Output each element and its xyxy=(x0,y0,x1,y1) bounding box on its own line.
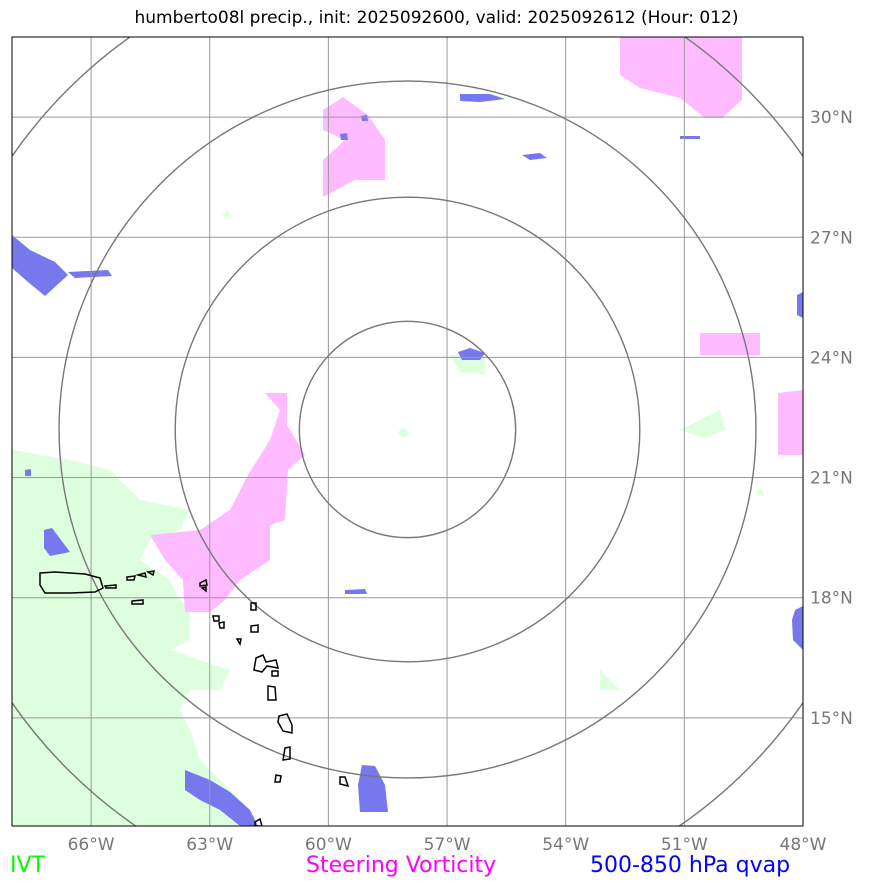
qvap-region-north-1 xyxy=(460,94,505,102)
graticule xyxy=(12,37,803,826)
qvap-region-mid xyxy=(345,589,367,594)
coastlines xyxy=(39,570,350,826)
qvap-region-north-2 xyxy=(522,153,547,160)
plot-frame xyxy=(11,36,804,827)
coast-barbados xyxy=(339,776,350,788)
qvap-region-east-1 xyxy=(797,292,803,318)
coast-virgin-islands-2 xyxy=(126,575,136,581)
qvap-speck-1 xyxy=(340,133,348,140)
longitude-label: 66°W xyxy=(68,835,115,855)
coast-st-kitts xyxy=(218,621,225,629)
longitude-label: 60°W xyxy=(305,835,352,855)
coast-st-vincent xyxy=(274,774,282,783)
latitude-label: 24°N xyxy=(810,348,853,368)
map-title: humberto08l precip., init: 2025092600, v… xyxy=(134,8,739,28)
coast-dominica xyxy=(267,685,277,701)
longitude-label: 63°W xyxy=(186,835,233,855)
longitude-label: 51°W xyxy=(661,835,708,855)
ivt-region-west xyxy=(12,450,255,826)
latitude-label: 27°N xyxy=(810,228,853,248)
qvap-speck-4 xyxy=(680,136,700,139)
coast-montserrat xyxy=(235,638,242,647)
ivt-speck-1 xyxy=(222,210,230,218)
coast-grenadines xyxy=(254,817,263,826)
latitude-label: 21°N xyxy=(810,469,853,489)
latitude-labels: 30°N 27°N 24°N 21°N 18°N 15°N xyxy=(810,108,853,729)
coast-virgin-islands-3 xyxy=(135,572,148,579)
coast-martinique xyxy=(277,713,293,734)
vort-region-east-1 xyxy=(700,333,760,355)
qvap-region-west-3 xyxy=(44,528,70,556)
coast-marie-galante xyxy=(271,670,279,677)
longitude-label: 57°W xyxy=(424,835,471,855)
coast-guadeloupe xyxy=(253,654,280,673)
vort-region-north xyxy=(323,97,385,197)
ivt-speck-3 xyxy=(755,488,764,496)
coast-virgin-islands-1 xyxy=(103,584,117,589)
qvap-region-east-2 xyxy=(792,606,803,650)
legend-ivt: IVT xyxy=(10,853,45,878)
longitude-label: 48°W xyxy=(780,835,827,855)
range-ring xyxy=(174,196,641,663)
range-ring xyxy=(298,320,517,539)
latitude-label: 18°N xyxy=(810,589,853,609)
legend-steering-vorticity: Steering Vorticity xyxy=(306,853,497,878)
latitude-label: 15°N xyxy=(810,709,853,729)
qvap-speck-3 xyxy=(25,469,31,476)
vort-region-east-2 xyxy=(778,390,803,455)
coast-barbuda xyxy=(250,602,257,611)
latitude-label: 30°N xyxy=(810,108,853,128)
legend-qvap: 500-850 hPa qvap xyxy=(590,853,791,878)
ivt-speck-2 xyxy=(398,428,410,438)
coast-antigua xyxy=(250,624,259,633)
ivt-region-south xyxy=(600,670,620,690)
longitude-labels: 66°W 63°W 60°W 57°W 54°W 51°W 48°W xyxy=(68,835,827,855)
coast-st-croix xyxy=(131,599,144,605)
qvap-region-west-2 xyxy=(68,270,112,278)
ivt-region-east xyxy=(680,410,725,438)
qvap-speck-2 xyxy=(361,115,368,121)
coast-puerto-rico xyxy=(39,571,104,594)
coast-st-martin xyxy=(200,586,207,593)
qvap-region-west-1 xyxy=(12,235,68,296)
range-ring xyxy=(58,80,757,779)
coast-virgin-islands-4 xyxy=(145,570,156,577)
coast-st-lucia xyxy=(282,746,291,761)
coast-anguilla xyxy=(199,578,208,587)
coast-saba xyxy=(212,615,220,622)
vort-region-main xyxy=(150,393,305,612)
qvap-region-south-1 xyxy=(185,770,258,826)
longitude-label: 54°W xyxy=(542,835,589,855)
